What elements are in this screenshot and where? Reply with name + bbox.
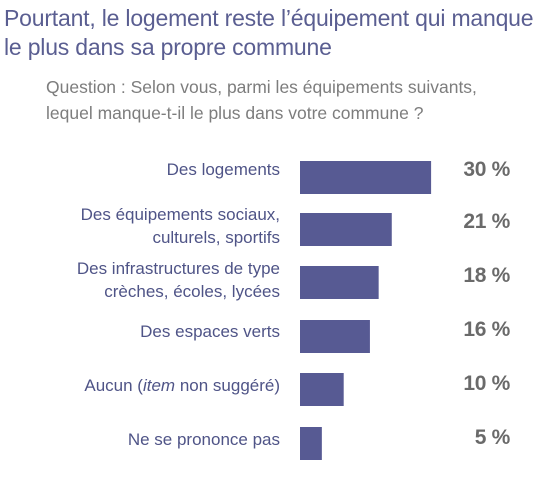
survey-question: Question : Selon vous, parmi les équipem… (46, 77, 477, 123)
category-label-infrastructures: Des infrastructures de type crèches, éco… (76, 259, 280, 301)
category-label-ne-se-prononce-pas: Ne se prononce pas (127, 430, 280, 449)
bar-logements (300, 161, 432, 194)
category-label-aucun: Aucun (item non suggéré) (84, 376, 280, 395)
value-label-logements: 30 % (463, 158, 510, 181)
category-label-equipements-sociaux: Des équipements sociaux, culturels, spor… (80, 205, 280, 247)
value-label-ne-se-prononce-pas: 5 % (474, 426, 511, 449)
bar-equipements-sociaux (300, 213, 392, 246)
value-label-espaces-verts: 16 % (463, 318, 510, 341)
value-label-aucun: 10 % (463, 372, 510, 395)
bar-espaces-verts (300, 320, 370, 353)
bar-aucun (300, 373, 344, 406)
category-label-espaces-verts: Des espaces verts (140, 322, 280, 341)
chart-title: Pourtant, le logement reste l’équipement… (4, 5, 534, 60)
bar-infrastructures (300, 266, 379, 299)
value-label-equipements-sociaux: 21 % (463, 210, 510, 233)
bar-ne-se-prononce-pas (300, 427, 322, 460)
category-label-logements: Des logements (166, 160, 280, 179)
value-label-infrastructures: 18 % (463, 264, 510, 287)
